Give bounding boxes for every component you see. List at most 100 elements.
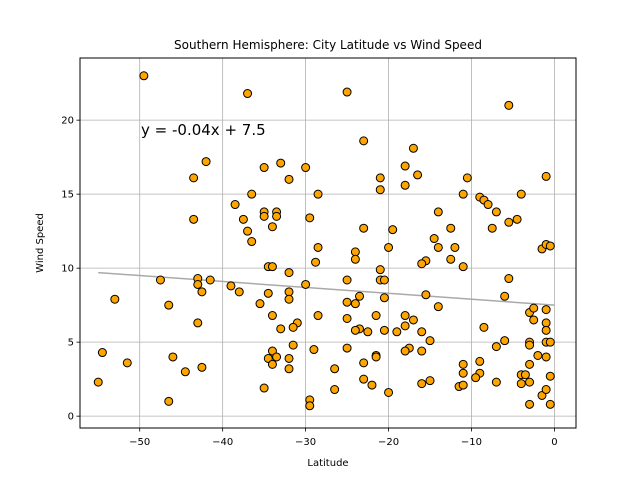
data-point	[433, 242, 443, 252]
data-point	[541, 352, 551, 362]
data-point	[201, 157, 211, 167]
data-point	[545, 371, 555, 381]
data-point	[413, 170, 423, 180]
data-point	[491, 377, 501, 387]
data-point	[433, 207, 443, 217]
data-point	[164, 300, 174, 310]
data-point	[359, 136, 369, 146]
data-point	[541, 171, 551, 181]
y-axis-ticks: 0 5 10 15 20	[61, 116, 80, 423]
data-point	[255, 299, 265, 309]
data-point	[479, 322, 489, 332]
data-point	[408, 315, 418, 325]
y-tick-label: 20	[61, 116, 74, 127]
x-tick-label: −40	[212, 437, 233, 448]
data-point	[243, 89, 253, 99]
x-tick-label: 0	[551, 437, 557, 448]
data-point	[433, 302, 443, 312]
data-point	[417, 346, 427, 356]
data-point	[491, 207, 501, 217]
data-point	[267, 311, 277, 321]
data-point	[545, 241, 555, 251]
data-point	[545, 337, 555, 347]
data-point	[408, 143, 418, 153]
data-point	[284, 294, 294, 304]
data-point	[110, 294, 120, 304]
data-point	[525, 377, 535, 387]
y-tick-label: 5	[68, 338, 74, 349]
y-tick-label: 0	[68, 412, 74, 423]
data-point	[189, 173, 199, 183]
data-point	[359, 374, 369, 384]
data-point	[247, 189, 257, 199]
regression-equation: y = -0.04x + 7.5	[141, 121, 266, 139]
data-point	[458, 380, 468, 390]
data-point	[529, 315, 539, 325]
data-point	[379, 293, 389, 303]
data-point	[525, 359, 535, 369]
data-point	[525, 399, 535, 409]
x-axis-label: Latitude	[307, 458, 348, 469]
data-point	[313, 189, 323, 199]
data-point	[342, 313, 352, 323]
data-point	[284, 353, 294, 363]
data-point	[164, 396, 174, 406]
data-point	[458, 262, 468, 272]
data-point	[417, 379, 427, 389]
data-point	[247, 237, 257, 247]
data-point	[471, 373, 481, 383]
data-point	[458, 359, 468, 369]
data-point	[284, 268, 294, 278]
data-point	[313, 311, 323, 321]
x-tick-label: −10	[461, 437, 482, 448]
data-point	[342, 87, 352, 97]
data-point	[425, 376, 435, 386]
data-point	[400, 180, 410, 190]
data-point	[491, 342, 501, 352]
chart-title: Southern Hemisphere: City Latitude vs Wi…	[174, 38, 482, 52]
data-point	[417, 327, 427, 337]
x-tick-label: −20	[378, 437, 399, 448]
data-point	[139, 71, 149, 81]
data-point	[342, 297, 352, 307]
data-point	[375, 173, 385, 183]
data-point	[243, 226, 253, 236]
data-point	[359, 223, 369, 233]
data-point	[259, 383, 269, 393]
data-point	[350, 325, 360, 335]
data-point	[541, 325, 551, 335]
data-point	[284, 364, 294, 374]
data-point	[483, 200, 493, 210]
data-point	[458, 189, 468, 199]
plot-frame	[79, 57, 577, 429]
data-point	[230, 200, 240, 210]
data-point	[305, 213, 315, 223]
data-point	[371, 352, 381, 362]
data-point	[267, 262, 277, 272]
data-point	[350, 254, 360, 264]
data-point	[367, 380, 377, 390]
data-point	[487, 223, 497, 233]
data-point	[446, 254, 456, 264]
data-point	[421, 290, 431, 300]
data-point	[301, 163, 311, 173]
regression-line-layer	[98, 271, 555, 306]
x-axis-ticks: −50 −40 −30 −20 −10 0	[129, 428, 558, 448]
data-point	[284, 174, 294, 184]
data-point	[267, 359, 277, 369]
data-point	[355, 291, 365, 301]
data-point	[541, 305, 551, 315]
data-point	[330, 364, 340, 374]
data-point	[425, 336, 435, 346]
data-point	[350, 247, 360, 257]
data-point	[155, 275, 165, 285]
data-point	[350, 299, 360, 309]
data-points	[93, 71, 555, 411]
data-point	[288, 322, 298, 332]
data-point	[168, 352, 178, 362]
data-point	[529, 303, 539, 313]
y-tick-label: 10	[61, 264, 74, 275]
data-point	[379, 325, 389, 335]
regression-line	[98, 271, 555, 306]
